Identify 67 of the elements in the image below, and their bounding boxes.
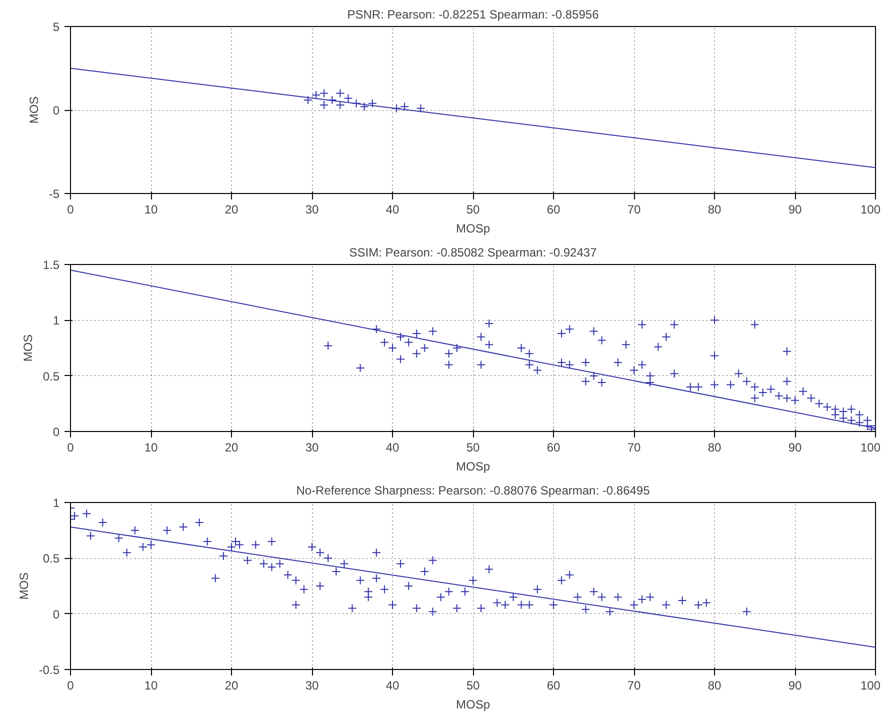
x-tick-label: 60 — [546, 678, 560, 692]
y-tick-label: 1 — [52, 314, 60, 328]
chart-title: PSNR: Pearson: -0.82251 Spearman: -0.85956 — [347, 8, 600, 22]
point — [400, 102, 410, 112]
x-tick-label: 80 — [708, 202, 722, 216]
point — [416, 104, 426, 113]
x-tick-label: 0 — [67, 678, 74, 692]
x-tick-label: 10 — [144, 678, 158, 692]
x-tick-label: 90 — [788, 440, 802, 454]
x-tick-label: 30 — [305, 202, 319, 216]
x-tick-label: 0 — [67, 202, 74, 216]
y-tick-label: 1.5 — [42, 258, 60, 272]
x-tick-label: 40 — [386, 678, 400, 692]
x-axis-title: MOSp — [456, 698, 490, 712]
point — [368, 98, 377, 108]
x-axis-title: MOSp — [456, 460, 490, 474]
chart-title: No-Reference Sharpness: Pearson: -0.88076 Spearman: -0.86495 — [296, 484, 650, 498]
x-tick-label: 60 — [546, 440, 560, 454]
point — [352, 98, 361, 108]
x-tick-label: 0 — [67, 440, 74, 454]
x-tick-label: 10 — [144, 440, 158, 454]
point — [303, 95, 312, 104]
x-tick-label: 90 — [788, 202, 802, 216]
point — [336, 100, 345, 110]
y-tick-label: 5 — [52, 20, 60, 34]
y-tick-label: -0.5 — [38, 663, 60, 677]
y-tick-label: -5 — [48, 187, 60, 201]
x-tick-label: 70 — [627, 678, 641, 692]
point — [320, 100, 329, 110]
x-tick-label: 90 — [788, 678, 802, 692]
x-tick-label: 100 — [860, 440, 881, 454]
x-tick-label: 30 — [305, 440, 319, 454]
x-tick-label: 80 — [708, 678, 722, 692]
x-tick-label: 30 — [305, 678, 319, 692]
y-tick-label: 0 — [52, 104, 60, 118]
point — [392, 104, 402, 113]
point — [320, 88, 329, 98]
x-tick-label: 60 — [546, 202, 560, 216]
point — [328, 95, 337, 104]
point — [312, 90, 321, 100]
chart-title: SSIM: Pearson: -0.85082 Spearman: -0.92437 — [349, 246, 598, 260]
x-tick-label: 20 — [224, 678, 238, 692]
y-axis-title: MOS — [20, 334, 35, 362]
y-tick-label: 0.5 — [42, 369, 60, 384]
x-tick-label: 50 — [466, 202, 480, 216]
x-axis-title: MOSp — [456, 222, 490, 236]
x-tick-label: 100 — [860, 202, 881, 216]
x-tick-label: 50 — [466, 678, 480, 692]
x-tick-label: 20 — [224, 202, 238, 216]
y-tick-label: 0.5 — [42, 552, 60, 566]
point — [360, 102, 369, 112]
x-tick-label: 50 — [466, 440, 480, 454]
x-tick-label: 70 — [627, 440, 641, 454]
x-tick-label: 70 — [627, 202, 641, 216]
x-tick-label: 10 — [144, 202, 158, 216]
y-tick-label: 1 — [52, 496, 60, 510]
x-tick-label: 20 — [224, 440, 238, 454]
y-axis-title: MOS — [26, 96, 41, 124]
y-tick-label: 0 — [52, 425, 60, 439]
x-tick-label: 80 — [708, 440, 722, 454]
point — [336, 88, 345, 98]
point — [344, 94, 353, 103]
x-tick-label: 40 — [386, 202, 400, 216]
y-tick-label: 0 — [52, 607, 60, 622]
x-tick-label: 100 — [860, 678, 881, 692]
x-tick-label: 40 — [386, 440, 400, 454]
y-axis-title: MOS — [16, 572, 31, 600]
